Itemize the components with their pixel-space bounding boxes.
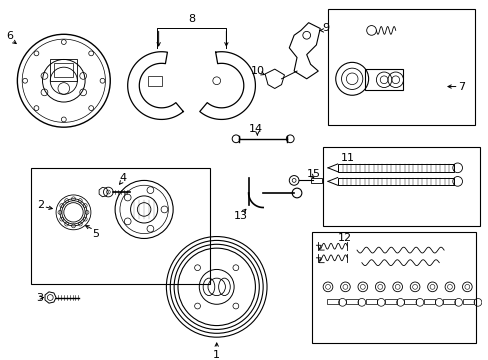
- Bar: [148, 76, 161, 86]
- Bar: [323, 147, 479, 226]
- Bar: [337, 177, 453, 185]
- Bar: [365, 300, 377, 304]
- Text: 8: 8: [187, 14, 195, 24]
- Text: 1: 1: [213, 350, 220, 360]
- Text: 11: 11: [340, 153, 354, 163]
- Bar: [311, 232, 475, 343]
- Bar: [423, 300, 434, 304]
- Bar: [384, 300, 396, 304]
- Text: 12: 12: [337, 233, 351, 243]
- Text: 15: 15: [306, 168, 320, 179]
- Bar: [326, 300, 338, 304]
- Bar: [54, 63, 73, 77]
- Bar: [404, 300, 415, 304]
- Bar: [31, 168, 209, 284]
- Bar: [310, 177, 322, 183]
- Text: 3: 3: [36, 293, 43, 302]
- Bar: [462, 300, 473, 304]
- Text: 5: 5: [92, 229, 99, 239]
- Bar: [346, 300, 357, 304]
- Text: 7: 7: [457, 82, 464, 91]
- Bar: [327, 9, 474, 125]
- Text: 9: 9: [322, 23, 329, 33]
- Text: 4: 4: [119, 174, 126, 184]
- Bar: [337, 164, 453, 172]
- Text: 13: 13: [233, 211, 247, 221]
- Bar: [50, 59, 77, 81]
- Bar: [364, 69, 403, 90]
- Text: 6: 6: [6, 31, 13, 41]
- Bar: [442, 300, 454, 304]
- Text: 10: 10: [251, 66, 265, 76]
- Text: 2: 2: [37, 199, 44, 210]
- Text: 14: 14: [248, 124, 262, 134]
